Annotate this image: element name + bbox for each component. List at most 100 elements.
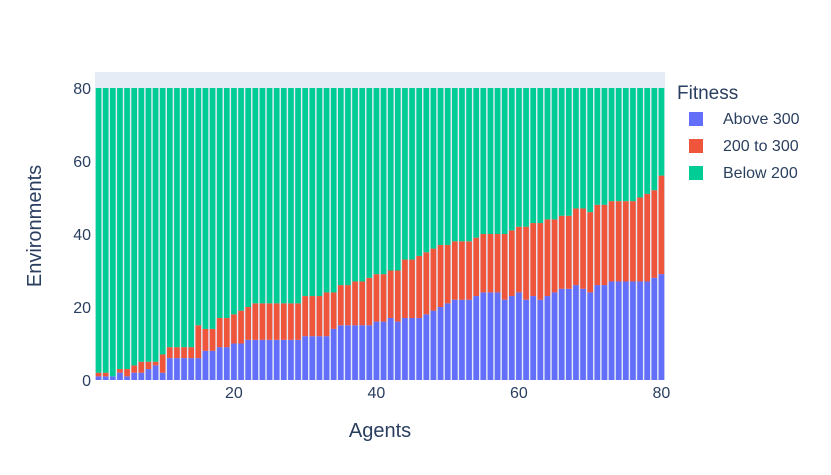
bar-segment-2-agent-57 xyxy=(494,234,501,293)
bar-segment-2-agent-13 xyxy=(181,347,187,359)
bar-segment-3-agent-9 xyxy=(152,88,159,362)
bar-segment-1-agent-16 xyxy=(202,350,209,380)
bar-segment-3-agent-46 xyxy=(416,88,423,256)
bar-segment-2-agent-42 xyxy=(387,270,394,318)
bar-segment-1-agent-14 xyxy=(188,358,195,380)
bar-segment-3-agent-24 xyxy=(259,88,266,304)
bar-segment-2-agent-10 xyxy=(159,354,166,373)
bar-segment-1-agent-58 xyxy=(501,299,508,380)
bar-segment-2-agent-63 xyxy=(537,223,544,300)
bar-segment-3-agent-78 xyxy=(644,88,651,194)
bar-segment-1-agent-9 xyxy=(152,365,159,380)
bar-segment-1-agent-37 xyxy=(352,325,358,380)
bar-segment-3-agent-18 xyxy=(216,88,223,318)
bar-segment-1-agent-46 xyxy=(416,317,423,380)
bar-segment-1-agent-26 xyxy=(273,339,280,380)
bar-segment-1-agent-15 xyxy=(195,358,202,380)
bar-segment-2-agent-34 xyxy=(330,292,337,329)
bar-segment-3-agent-49 xyxy=(437,88,444,245)
bar-segment-3-agent-71 xyxy=(594,88,601,205)
bar-segment-2-agent-73 xyxy=(608,201,615,282)
bar-segment-2-agent-35 xyxy=(337,285,344,326)
legend-swatch-2 xyxy=(689,139,703,153)
bar-segment-3-agent-34 xyxy=(330,88,337,293)
bar-segment-3-agent-2 xyxy=(102,88,109,373)
bar-segment-2-agent-29 xyxy=(295,303,301,340)
bar-segment-2-agent-1 xyxy=(95,372,102,377)
bar-segment-2-agent-38 xyxy=(359,281,366,326)
bar-segment-3-agent-59 xyxy=(508,88,515,231)
bar-segment-2-agent-62 xyxy=(530,223,537,297)
bar-segment-2-agent-21 xyxy=(238,310,244,344)
bar-segment-3-agent-12 xyxy=(174,88,180,348)
bar-segment-2-agent-54 xyxy=(473,237,480,297)
bar-segment-1-agent-70 xyxy=(587,292,594,380)
bar-segment-1-agent-23 xyxy=(252,339,259,380)
bar-segment-1-agent-68 xyxy=(573,285,579,380)
bar-segment-1-agent-50 xyxy=(444,303,451,380)
bar-segment-3-agent-4 xyxy=(117,88,123,370)
bar-segment-3-agent-73 xyxy=(608,88,615,202)
bar-segment-3-agent-63 xyxy=(537,88,544,224)
bar-segment-3-agent-15 xyxy=(195,88,202,326)
bar-segment-1-agent-55 xyxy=(480,292,487,380)
bar-segment-3-agent-21 xyxy=(238,88,244,311)
bar-segment-2-agent-46 xyxy=(416,255,423,318)
bar-segment-1-agent-52 xyxy=(459,299,465,380)
bar-segment-2-agent-45 xyxy=(409,259,415,318)
bar-segment-2-agent-2 xyxy=(102,372,109,377)
bar-segment-2-agent-64 xyxy=(544,219,551,297)
bar-segment-2-agent-18 xyxy=(216,317,223,348)
bar-segment-1-agent-67 xyxy=(565,288,572,380)
bar-segment-3-agent-20 xyxy=(231,88,237,315)
bar-segment-1-agent-41 xyxy=(380,321,387,380)
bar-segment-3-agent-19 xyxy=(223,88,230,318)
bar-segment-3-agent-22 xyxy=(245,88,252,307)
bar-segment-2-agent-9 xyxy=(152,361,159,366)
x-tick-label: 20 xyxy=(225,385,243,402)
bar-segment-1-agent-24 xyxy=(259,339,266,380)
bar-segment-1-agent-76 xyxy=(630,281,636,380)
bar-segment-1-agent-79 xyxy=(651,277,658,380)
bar-segment-3-agent-8 xyxy=(145,88,152,362)
bar-segment-1-agent-71 xyxy=(594,285,601,380)
y-tick-labels: 0 20 40 60 80 xyxy=(73,81,91,390)
bar-segment-3-agent-33 xyxy=(323,88,330,293)
bar-segment-1-agent-59 xyxy=(508,296,515,380)
bar-segment-2-agent-52 xyxy=(459,241,465,300)
bar-segment-1-agent-17 xyxy=(209,350,216,380)
bar-segment-1-agent-34 xyxy=(330,328,337,380)
bar-segment-3-agent-55 xyxy=(480,88,487,234)
bar-segment-2-agent-23 xyxy=(252,303,259,340)
bar-segment-2-agent-30 xyxy=(302,296,309,337)
bar-segment-1-agent-29 xyxy=(295,339,301,380)
x-tick-label: 40 xyxy=(368,385,386,402)
bar-segment-3-agent-72 xyxy=(601,88,608,205)
bar-segment-2-agent-11 xyxy=(166,347,173,359)
bar-segment-1-agent-33 xyxy=(323,336,330,380)
bar-segment-1-agent-5 xyxy=(124,376,130,380)
bar-segment-3-agent-35 xyxy=(337,88,344,286)
bar-segment-3-agent-28 xyxy=(288,88,294,304)
bar-segment-1-agent-62 xyxy=(530,296,537,380)
x-tick-label: 60 xyxy=(510,385,528,402)
bar-segment-2-agent-69 xyxy=(580,208,586,289)
bar-segment-3-agent-3 xyxy=(109,88,116,377)
bar-segment-1-agent-22 xyxy=(245,339,252,380)
legend: Fitness Above 300 200 to 300 Below 200 xyxy=(677,83,800,182)
bar-segment-1-agent-7 xyxy=(138,372,145,380)
bar-segment-1-agent-73 xyxy=(608,281,615,380)
bar-segment-1-agent-25 xyxy=(266,339,273,380)
bar-segment-1-agent-8 xyxy=(145,369,152,380)
bar-segment-1-agent-40 xyxy=(373,321,380,380)
bar-segment-1-agent-1 xyxy=(95,376,102,380)
bar-segment-3-agent-26 xyxy=(273,88,280,304)
bar-segment-1-agent-31 xyxy=(309,336,316,380)
bar-segment-1-agent-77 xyxy=(637,281,643,380)
bar-segment-2-agent-19 xyxy=(223,317,230,348)
bar-segment-1-agent-27 xyxy=(280,339,287,380)
bar-segment-3-agent-47 xyxy=(423,88,430,253)
bar-segment-3-agent-41 xyxy=(380,88,387,275)
bar-segment-2-agent-56 xyxy=(487,234,494,293)
bar-segment-1-agent-21 xyxy=(238,343,244,380)
